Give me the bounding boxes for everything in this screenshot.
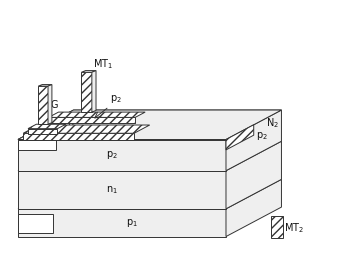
Text: n$_4$: n$_4$ bbox=[21, 218, 33, 229]
Polygon shape bbox=[226, 179, 282, 237]
Text: p$_1$: p$_1$ bbox=[126, 217, 139, 229]
Polygon shape bbox=[48, 85, 52, 124]
Polygon shape bbox=[18, 214, 53, 233]
Polygon shape bbox=[18, 141, 282, 171]
Polygon shape bbox=[18, 179, 282, 209]
Text: N$_2$: N$_2$ bbox=[266, 117, 279, 130]
Text: MT$_1$: MT$_1$ bbox=[93, 57, 113, 71]
Polygon shape bbox=[18, 137, 61, 140]
Polygon shape bbox=[226, 125, 254, 150]
Text: n: n bbox=[67, 120, 73, 130]
Polygon shape bbox=[48, 112, 145, 117]
Polygon shape bbox=[92, 71, 96, 112]
Polygon shape bbox=[28, 124, 66, 129]
Text: MT$_2$: MT$_2$ bbox=[284, 221, 304, 235]
Polygon shape bbox=[226, 110, 282, 171]
Polygon shape bbox=[18, 171, 226, 209]
Text: n$_3$: n$_3$ bbox=[21, 139, 33, 151]
Text: p$_2$: p$_2$ bbox=[256, 130, 268, 142]
Polygon shape bbox=[18, 140, 56, 150]
Polygon shape bbox=[28, 129, 57, 134]
Polygon shape bbox=[226, 141, 282, 209]
Polygon shape bbox=[23, 125, 150, 133]
Text: n$_1$: n$_1$ bbox=[106, 184, 118, 196]
Text: p$_2$: p$_2$ bbox=[106, 149, 118, 161]
Polygon shape bbox=[18, 110, 282, 140]
Polygon shape bbox=[81, 71, 96, 72]
Polygon shape bbox=[18, 110, 282, 140]
Polygon shape bbox=[271, 216, 283, 238]
Polygon shape bbox=[18, 209, 226, 237]
Polygon shape bbox=[38, 86, 48, 124]
Text: p$_2$: p$_2$ bbox=[110, 93, 122, 105]
Polygon shape bbox=[38, 85, 52, 86]
Text: G: G bbox=[51, 100, 58, 110]
Polygon shape bbox=[81, 72, 92, 112]
Polygon shape bbox=[18, 140, 226, 171]
Polygon shape bbox=[48, 117, 135, 123]
Polygon shape bbox=[23, 133, 134, 140]
